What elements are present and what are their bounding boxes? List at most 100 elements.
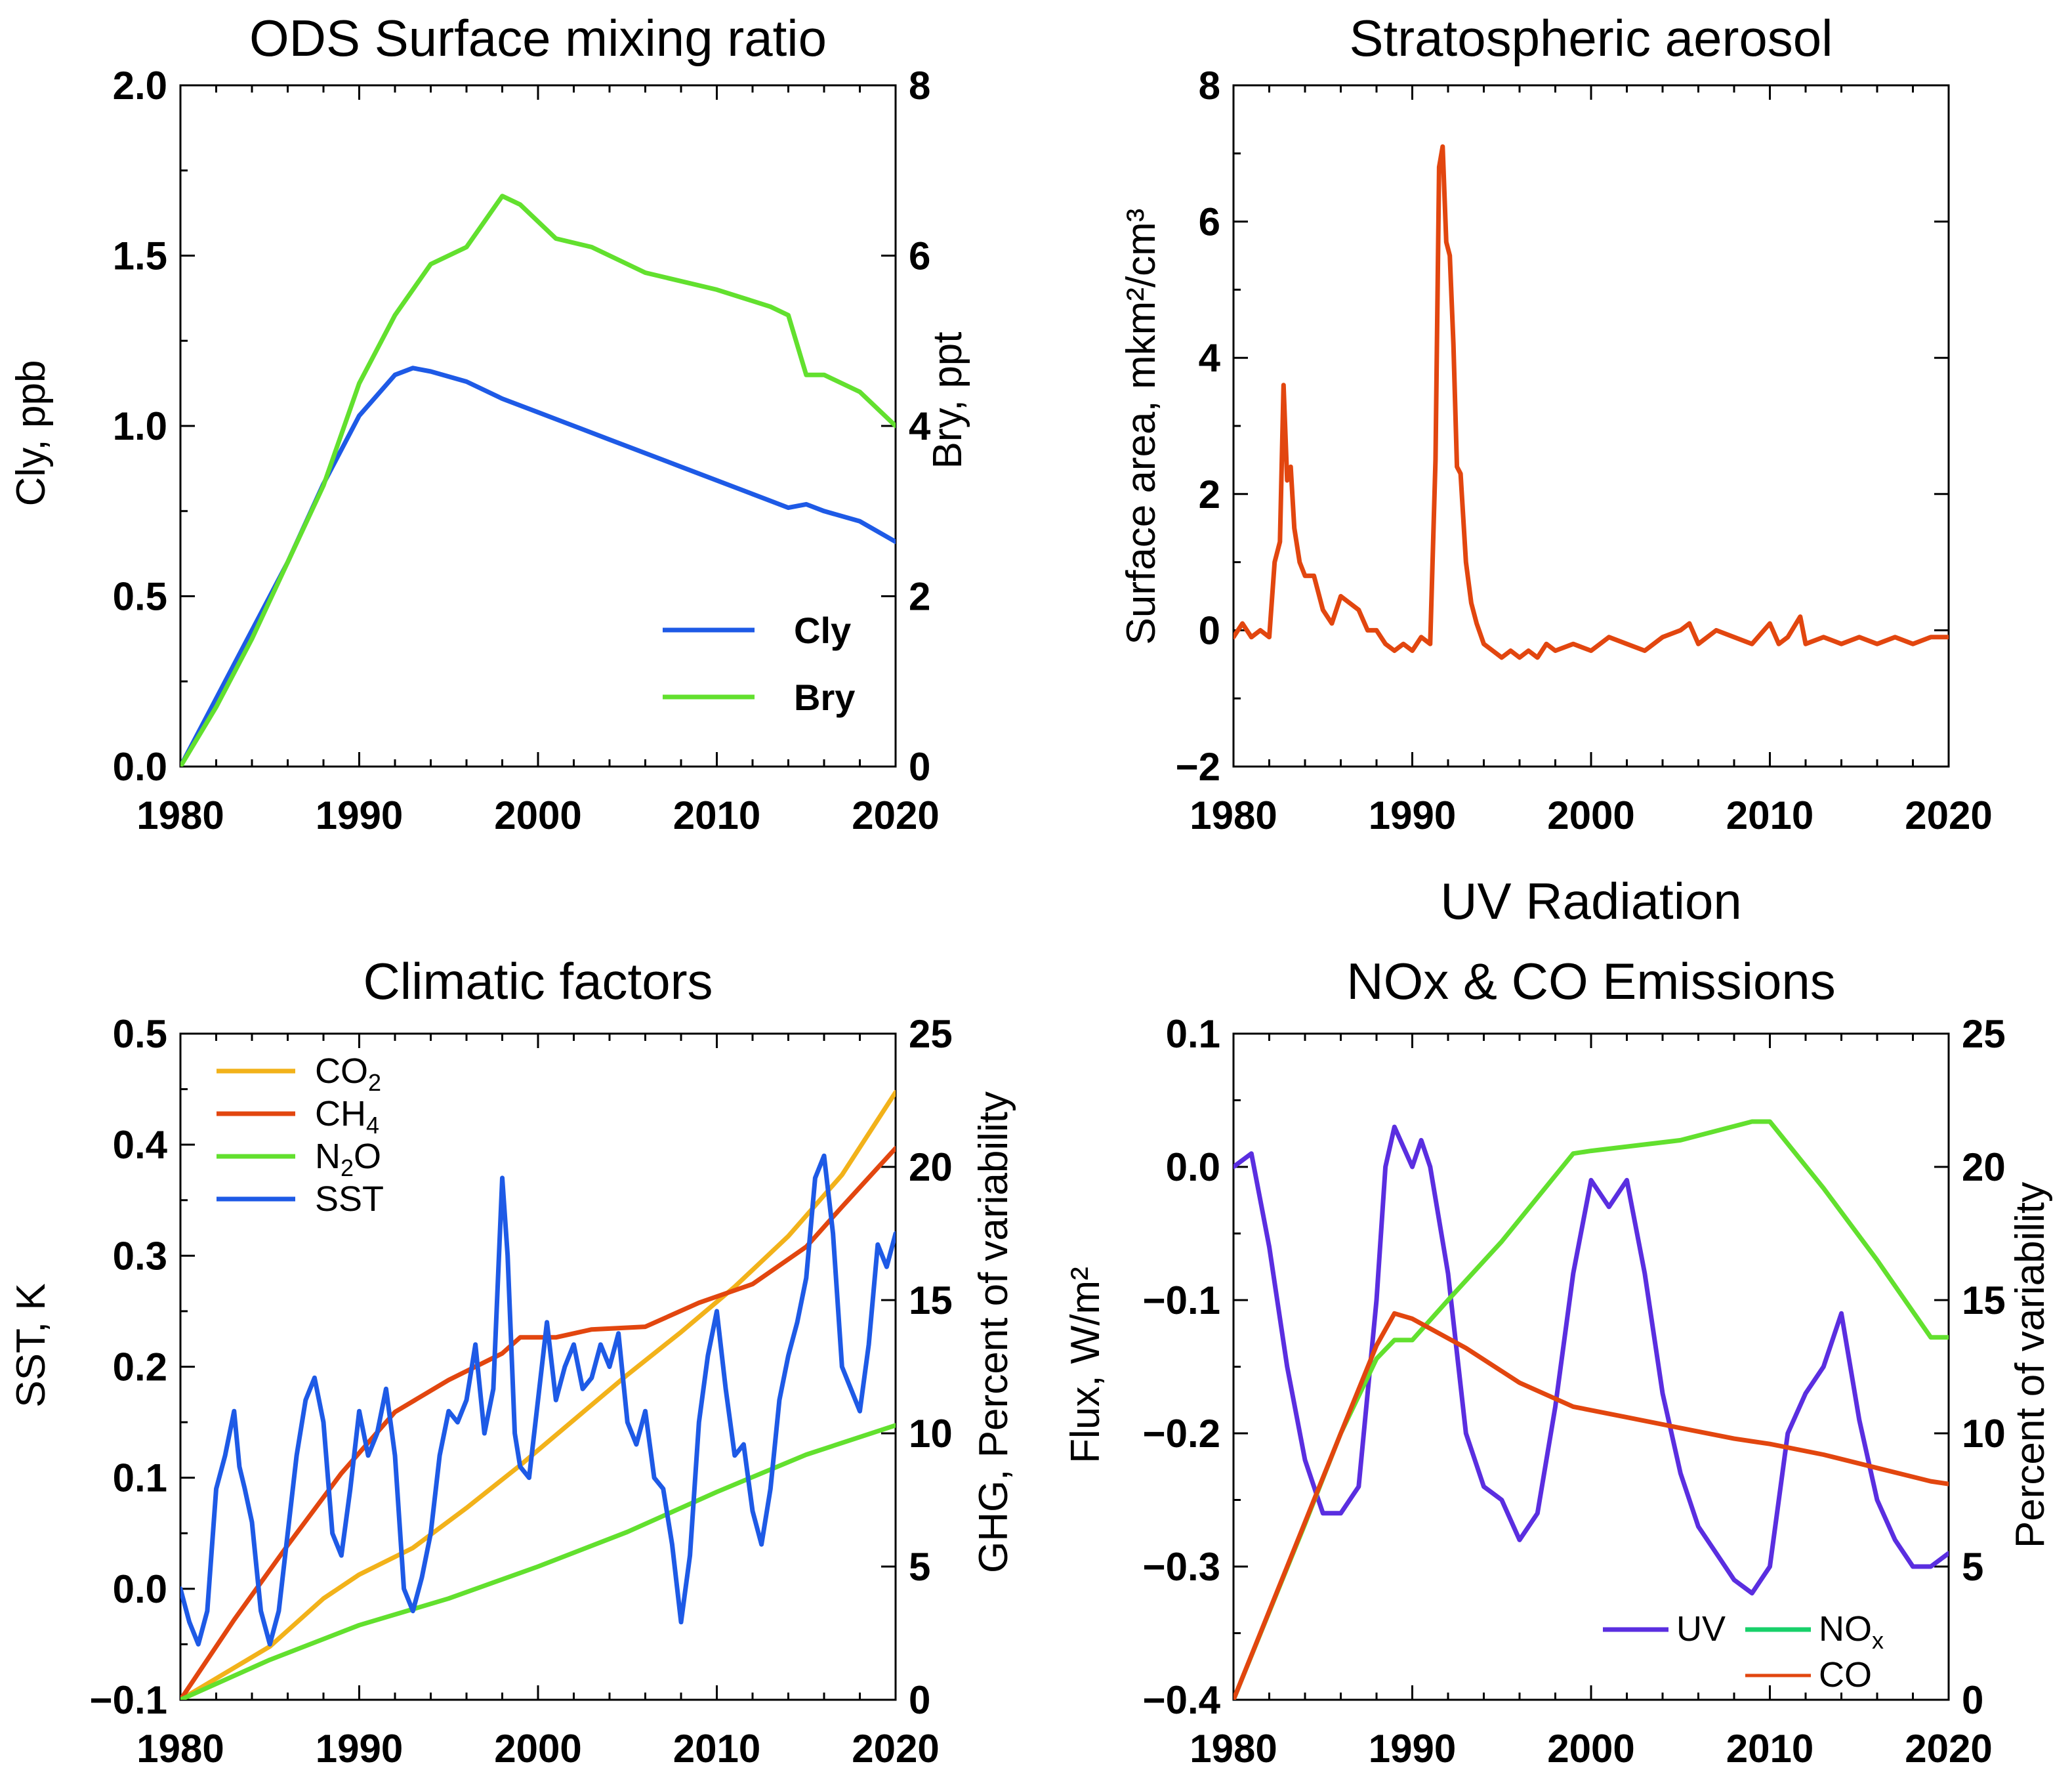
y-axis-label: Flux, W/m² — [1063, 1267, 1108, 1464]
y2-tick-label: 8 — [909, 64, 930, 108]
series-group — [180, 194, 896, 767]
chart-title: ODS Surface mixing ratio — [249, 9, 827, 67]
y-tick-label: 0.5 — [113, 1012, 167, 1056]
legend-label-sst: SST — [315, 1179, 384, 1219]
y2-tick-label: 25 — [909, 1012, 953, 1056]
y2-axis-label: Bry, ppt — [925, 331, 970, 469]
y-tick-label: 8 — [1199, 64, 1220, 108]
y-tick-label: 0.2 — [113, 1345, 167, 1389]
chart-panel-4: UV Radiation NOx & CO Emissions 1980 1990 20… — [1063, 872, 2053, 1771]
y-tick-label: 0 — [1199, 608, 1220, 652]
series-line-aerosol — [1233, 144, 1949, 660]
x-tick-label: 2000 — [494, 793, 581, 837]
y2-tick-label: 20 — [1962, 1145, 2006, 1189]
series-line-co — [1233, 1311, 1949, 1700]
legend-label-n2o: N2O — [315, 1137, 381, 1181]
y2-tick-label: 5 — [1962, 1545, 1983, 1589]
legend-label-co2: CO2 — [315, 1051, 381, 1096]
chart-title: Climatic factors — [363, 952, 713, 1010]
x-tick-label: 1990 — [316, 1727, 403, 1771]
y-tick-label: 0.5 — [113, 575, 167, 619]
y-tick-label: −2 — [1176, 745, 1220, 789]
series-line-co2 — [180, 1089, 896, 1700]
y-tick-label: 0.4 — [113, 1123, 168, 1167]
y2-tick-label: 15 — [1962, 1278, 2006, 1322]
plot-frame — [1232, 1032, 1950, 1701]
y-axis-label: Surface area, mkm²/cm³ — [1119, 209, 1164, 645]
series-line-ch4 — [180, 1146, 896, 1700]
y-tick-label: 2 — [1199, 473, 1220, 516]
y-tick-label: 0.1 — [1166, 1012, 1220, 1056]
x-tick-label: 2020 — [1905, 793, 1992, 837]
x-tick-label: 2020 — [852, 1727, 939, 1771]
y2-tick-label: 0 — [1962, 1678, 1983, 1722]
y-tick-label: 1.0 — [113, 404, 167, 448]
chart-title: UV Radiation — [1440, 872, 1742, 930]
legend-label-cly: Cly — [794, 610, 851, 651]
y2-tick-label: 15 — [909, 1278, 953, 1322]
chart-title: Stratospheric aerosol — [1349, 9, 1833, 67]
y-tick-label: −0.2 — [1143, 1412, 1220, 1456]
x-tick-label: 1980 — [136, 1727, 224, 1771]
legend-label-co: CO — [1819, 1655, 1872, 1695]
x-tick-label: 1980 — [1190, 1727, 1277, 1771]
y2-tick-label: 5 — [909, 1545, 930, 1589]
y2-tick-label: 10 — [1962, 1412, 2006, 1456]
x-tick-label: 2000 — [1547, 1727, 1634, 1771]
y-axis-label: Cly, ppb — [9, 360, 54, 507]
y-tick-label: 0.0 — [113, 745, 167, 789]
x-tick-label: 2000 — [494, 1727, 581, 1771]
y-tick-label: 0.0 — [113, 1567, 167, 1611]
y2-tick-label: 4 — [909, 404, 931, 448]
x-tick-label: 1990 — [1369, 1727, 1456, 1771]
legend-label-ch4: CH4 — [315, 1094, 379, 1139]
legend-label-nox: NOx — [1819, 1609, 1884, 1654]
y-tick-label: 1.5 — [113, 234, 167, 278]
y2-tick-label: 0 — [909, 1678, 930, 1722]
chart-panel-1: ODS Surface mixing ratio 1980 1990 2000 2010… — [9, 9, 970, 837]
y2-tick-label: 20 — [909, 1145, 953, 1189]
y-tick-label: 0.0 — [1166, 1145, 1220, 1189]
y-tick-label: −0.4 — [1143, 1678, 1221, 1722]
plot-frame — [1232, 84, 1950, 768]
series-group — [1233, 144, 1949, 660]
y-tick-label: 6 — [1199, 200, 1220, 244]
y-tick-label: 0.3 — [113, 1234, 167, 1278]
plot-frame — [179, 84, 897, 768]
x-tick-label: 2000 — [1547, 793, 1634, 837]
x-tick-label: 2010 — [1726, 1727, 1813, 1771]
series-line-n2o — [180, 1423, 896, 1700]
y-tick-label: 2.0 — [113, 64, 167, 108]
y-tick-label: 4 — [1199, 336, 1221, 380]
x-tick-label: 2010 — [673, 1727, 760, 1771]
y2-tick-label: 0 — [909, 745, 930, 789]
y2-axis-label: GHG, Percent of variability — [971, 1091, 1016, 1573]
chart-subtitle: NOx & CO Emissions — [1346, 952, 1835, 1010]
series-line-bry — [180, 194, 896, 767]
series-line-sst — [180, 1153, 896, 1647]
x-tick-label: 2010 — [1726, 793, 1813, 837]
x-tick-label: 2020 — [1905, 1727, 1992, 1771]
y-tick-label: −0.1 — [90, 1678, 167, 1722]
x-tick-label: 2020 — [852, 793, 939, 837]
y2-tick-label: 6 — [909, 234, 930, 278]
legend-label-bry: Bry — [794, 677, 855, 718]
series-group — [1233, 1119, 1949, 1700]
legend-label-uv: UV — [1676, 1609, 1726, 1649]
y2-tick-label: 25 — [1962, 1012, 2006, 1056]
y2-axis-label: Percent of variability — [2008, 1182, 2053, 1548]
x-tick-label: 1990 — [1369, 793, 1456, 837]
x-tick-label: 1990 — [316, 793, 403, 837]
x-tick-label: 1980 — [136, 793, 224, 837]
x-tick-label: 1980 — [1190, 793, 1277, 837]
y-tick-label: −0.1 — [1143, 1278, 1220, 1322]
y-axis-label: SST, K — [9, 1283, 54, 1408]
y2-tick-label: 10 — [909, 1412, 953, 1456]
y-tick-label: 0.1 — [113, 1456, 167, 1500]
series-group — [180, 1089, 896, 1700]
y2-tick-label: 2 — [909, 575, 930, 619]
